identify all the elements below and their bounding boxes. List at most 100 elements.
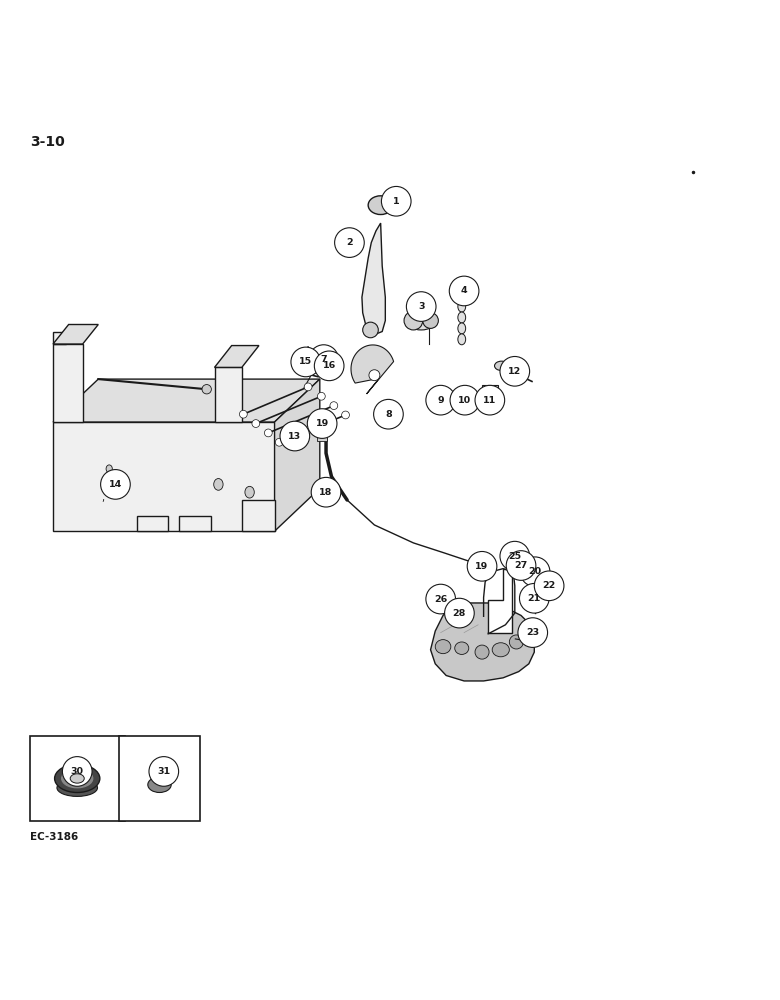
Text: 23: 23 [526,628,539,637]
Bar [317,427,327,441]
Ellipse shape [458,323,466,334]
Text: 2: 2 [346,238,353,247]
Polygon shape [53,422,275,531]
Circle shape [456,606,468,619]
Text: 3: 3 [418,302,424,311]
Circle shape [458,392,469,403]
Text: 16: 16 [323,361,335,370]
Polygon shape [53,332,66,344]
Polygon shape [179,516,211,531]
Ellipse shape [492,643,509,657]
Polygon shape [53,379,320,422]
Circle shape [369,370,380,381]
Ellipse shape [368,196,393,215]
Polygon shape [215,346,259,367]
Circle shape [264,429,272,437]
Text: 15: 15 [300,357,312,366]
Bar [328,367,336,377]
Circle shape [280,421,310,451]
Polygon shape [53,344,83,422]
Circle shape [519,583,549,613]
Ellipse shape [495,361,509,371]
Circle shape [500,356,530,386]
Circle shape [202,385,211,394]
Text: EC-3186: EC-3186 [30,832,78,842]
Ellipse shape [436,593,448,602]
Circle shape [374,399,403,429]
Circle shape [363,322,378,338]
Circle shape [431,387,445,401]
Polygon shape [351,345,394,394]
Ellipse shape [456,390,471,404]
Text: 25: 25 [509,552,521,561]
Ellipse shape [70,774,84,783]
Circle shape [383,404,394,415]
Circle shape [404,311,423,330]
Ellipse shape [406,311,436,330]
Text: 11: 11 [484,396,496,405]
Ellipse shape [106,465,112,473]
Text: 10: 10 [459,396,471,405]
Text: 28: 28 [452,609,466,618]
Circle shape [426,584,456,614]
Ellipse shape [245,486,254,498]
Circle shape [330,402,338,410]
Ellipse shape [62,769,93,788]
Text: 27: 27 [515,561,527,570]
Polygon shape [242,500,275,531]
Ellipse shape [57,779,98,796]
Text: 19: 19 [476,562,488,571]
Polygon shape [488,569,512,633]
Circle shape [500,541,530,571]
Text: 20: 20 [529,567,541,576]
Circle shape [342,411,349,419]
Circle shape [467,551,497,581]
Text: 8: 8 [385,410,392,419]
Ellipse shape [380,403,397,416]
Ellipse shape [475,645,489,659]
Circle shape [449,276,479,306]
Circle shape [101,470,130,499]
Circle shape [275,438,283,446]
Circle shape [309,345,339,374]
Bar [30,736,125,821]
Circle shape [62,757,92,786]
Text: 18: 18 [319,488,333,497]
Text: 21: 21 [528,594,541,603]
Text: 19: 19 [316,419,328,428]
Bar [119,736,200,821]
Polygon shape [53,325,98,344]
Circle shape [520,557,550,587]
Circle shape [475,385,505,415]
Ellipse shape [435,640,451,654]
Polygon shape [275,379,320,531]
Circle shape [506,551,536,580]
Ellipse shape [544,577,551,591]
Ellipse shape [306,358,318,374]
Text: 13: 13 [289,432,301,441]
Ellipse shape [151,765,168,782]
Polygon shape [362,223,385,335]
Ellipse shape [154,767,165,775]
Circle shape [423,313,438,328]
Ellipse shape [509,635,523,649]
Circle shape [252,420,260,427]
Text: 14: 14 [109,480,122,489]
Ellipse shape [458,334,466,345]
Ellipse shape [455,642,469,654]
Text: ,: , [101,493,105,503]
Circle shape [307,409,337,438]
Text: 3-10: 3-10 [30,135,65,149]
Text: 30: 30 [71,767,83,776]
Circle shape [335,228,364,257]
Circle shape [239,410,247,418]
Circle shape [450,385,480,415]
Ellipse shape [148,777,172,792]
Ellipse shape [55,764,100,792]
Circle shape [291,347,321,377]
Polygon shape [215,367,242,422]
Circle shape [534,571,564,601]
Bar [477,560,493,573]
Circle shape [381,186,411,216]
Ellipse shape [458,312,466,323]
